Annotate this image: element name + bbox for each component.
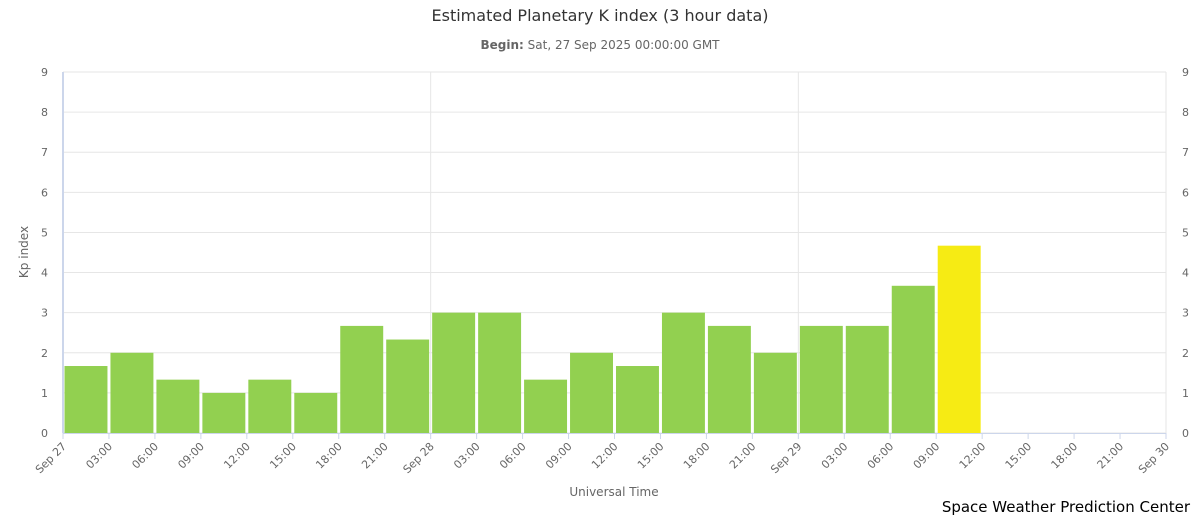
x-tick-label: 21:00 bbox=[359, 440, 391, 472]
kp-bar[interactable] bbox=[616, 366, 659, 433]
y-tick-label-right: 3 bbox=[1182, 307, 1189, 320]
kp-bar[interactable] bbox=[707, 325, 751, 433]
kp-bar[interactable] bbox=[524, 379, 568, 433]
kp-bar[interactable] bbox=[110, 352, 154, 433]
y-tick-label-right: 6 bbox=[1182, 186, 1189, 199]
x-tick-label: 09:00 bbox=[175, 440, 207, 472]
y-axis-title: Kp index bbox=[17, 226, 31, 278]
y-tick-label-left: 1 bbox=[41, 387, 48, 400]
x-tick-label: 18:00 bbox=[1049, 440, 1081, 472]
y-tick-label-left: 9 bbox=[41, 66, 48, 79]
y-tick-label-right: 0 bbox=[1182, 427, 1189, 440]
kp-bar[interactable] bbox=[294, 392, 338, 433]
subtitle-label: Begin: bbox=[480, 38, 524, 52]
x-tick-label: Sep 28 bbox=[401, 440, 437, 476]
y-tick-label-right: 5 bbox=[1182, 226, 1189, 239]
x-tick-label: 06:00 bbox=[865, 440, 897, 472]
x-tick-label: Sep 29 bbox=[768, 440, 804, 476]
x-tick-label: 21:00 bbox=[1095, 440, 1127, 472]
kp-bar[interactable] bbox=[753, 352, 797, 433]
y-tick-label-right: 2 bbox=[1182, 347, 1189, 360]
kp-bar[interactable] bbox=[478, 312, 522, 433]
x-tick-label: 15:00 bbox=[635, 440, 667, 472]
x-tick-label: 03:00 bbox=[83, 440, 115, 472]
y-tick-label-right: 7 bbox=[1182, 146, 1189, 159]
subtitle-value: Sat, 27 Sep 2025 00:00:00 GMT bbox=[527, 38, 720, 52]
kp-bar[interactable] bbox=[386, 339, 430, 433]
kp-bar[interactable] bbox=[340, 325, 384, 433]
x-axis-title: Universal Time bbox=[569, 485, 658, 499]
x-tick-label: 12:00 bbox=[957, 440, 989, 472]
x-tick-label: Sep 27 bbox=[33, 440, 69, 476]
y-tick-label-left: 4 bbox=[41, 267, 48, 280]
kp-bar[interactable] bbox=[937, 245, 981, 433]
grid-lines bbox=[62, 71, 1167, 434]
x-tick-label: 06:00 bbox=[129, 440, 161, 472]
kp-bar[interactable] bbox=[799, 325, 843, 433]
credit-text: Space Weather Prediction Center bbox=[941, 498, 1190, 516]
x-tick-label: 03:00 bbox=[819, 440, 851, 472]
y-tick-label-left: 6 bbox=[41, 186, 48, 199]
chart-subtitle: Begin: Sat, 27 Sep 2025 00:00:00 GMT bbox=[0, 38, 1200, 52]
kp-bar[interactable] bbox=[891, 285, 935, 433]
kp-bar[interactable] bbox=[248, 379, 292, 433]
bars bbox=[64, 245, 981, 433]
y-tick-label-left: 8 bbox=[41, 106, 48, 119]
y-tick-label-right: 8 bbox=[1182, 106, 1189, 119]
x-tick-label: 15:00 bbox=[267, 440, 299, 472]
kp-bar[interactable] bbox=[156, 379, 200, 433]
x-tick-label: 21:00 bbox=[727, 440, 759, 472]
y-tick-label-left: 5 bbox=[41, 226, 48, 239]
y-tick-label-left: 0 bbox=[41, 427, 48, 440]
x-tick-label: 18:00 bbox=[313, 440, 345, 472]
x-tick-label: 09:00 bbox=[911, 440, 943, 472]
y-tick-label-right: 4 bbox=[1182, 267, 1189, 280]
x-tick-label: 06:00 bbox=[497, 440, 529, 472]
x-tick-label: 03:00 bbox=[451, 440, 483, 472]
kp-bar[interactable] bbox=[432, 312, 476, 433]
x-tick-label: Sep 30 bbox=[1136, 440, 1172, 476]
x-tick-label: 12:00 bbox=[589, 440, 621, 472]
chart-title: Estimated Planetary K index (3 hour data… bbox=[431, 6, 769, 25]
kp-bar[interactable] bbox=[661, 312, 705, 433]
x-tick-label: 18:00 bbox=[681, 440, 713, 472]
kp-bar[interactable] bbox=[570, 352, 613, 433]
x-tick-label: 12:00 bbox=[221, 440, 253, 472]
y-tick-label-left: 3 bbox=[41, 307, 48, 320]
kp-bar[interactable] bbox=[64, 366, 108, 433]
y-tick-label-right: 1 bbox=[1182, 387, 1189, 400]
y-tick-label-left: 7 bbox=[41, 146, 48, 159]
x-tick-label: 15:00 bbox=[1003, 440, 1035, 472]
kp-bar[interactable] bbox=[845, 325, 889, 433]
y-tick-label-right: 9 bbox=[1182, 66, 1189, 79]
kp-bar[interactable] bbox=[202, 392, 246, 433]
x-tick-label: 09:00 bbox=[543, 440, 575, 472]
y-tick-label-left: 2 bbox=[41, 347, 48, 360]
